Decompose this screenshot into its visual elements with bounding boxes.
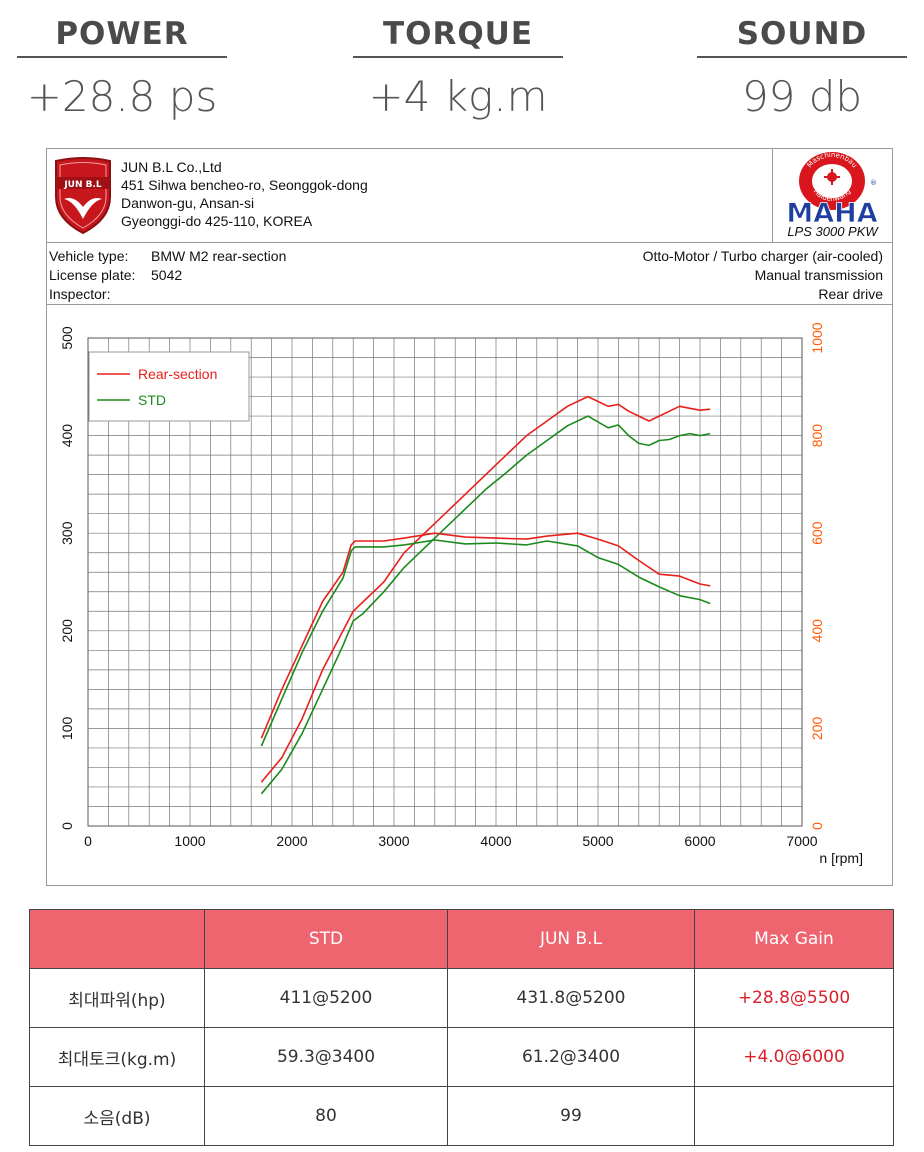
torque-stat: TORQUE +4 kg.m: [353, 0, 563, 121]
sound-stat: SOUND 99 db: [697, 0, 907, 121]
y-right-tick-label: 0: [809, 822, 825, 830]
sound-value: 99 db: [741, 72, 863, 121]
row-label: 소음(dB): [29, 1086, 205, 1146]
power-stat: POWER +28.8 ps: [17, 0, 227, 121]
vehicle-type-value: BMW M2 rear-section: [151, 248, 287, 264]
table-header-row: STD JUN B.L Max Gain: [29, 909, 894, 969]
header-max-gain: Max Gain: [694, 909, 894, 969]
maha-logo-box: Maschinenbau Haldenwang MAHA ® LPS 3000 …: [772, 149, 892, 242]
y-right-tick-label: 1000: [809, 322, 825, 353]
dyno-chart: 0 1000 2000 3000 4000 5000 6000 700001002003004…: [59, 322, 863, 866]
junbl-shield-logo: JUN B.L: [55, 157, 111, 235]
logo-text: JUN B.L: [63, 180, 102, 190]
power-value: +28.8 ps: [26, 72, 218, 121]
x-tick-label: 3000: [378, 833, 409, 849]
x-tick-label: 5000: [582, 833, 613, 849]
engine-type: Otto-Motor / Turbo charger (air-cooled): [642, 248, 883, 264]
x-tick-label: 7000: [786, 833, 817, 849]
legend-label: Rear-section: [138, 366, 217, 382]
series-line-torque-rear-section: [260, 532, 711, 739]
address-line: Gyeonggi-do 425-110, KOREA: [121, 213, 313, 229]
series-line-power-std: [260, 415, 711, 795]
address-line: 451 Sihwa bencheo-ro, Seonggok-dong: [121, 177, 368, 193]
y-left-tick-label: 300: [59, 521, 75, 545]
y-left-tick-label: 200: [59, 619, 75, 643]
address-line: JUN B.L Co.,Ltd: [121, 159, 222, 175]
x-tick-label: 6000: [684, 833, 715, 849]
torque-label: TORQUE: [353, 0, 563, 58]
address-line: Danwon-gu, Ansan-si: [121, 195, 255, 211]
gear-icon: [824, 169, 840, 185]
table-row: 소음(dB) 80 99: [29, 1086, 894, 1146]
y-left-tick-label: 0: [59, 822, 75, 830]
dyno-report: JUN B.L JUN B.L Co.,Ltd 451 Sihwa benche…: [46, 148, 893, 886]
row-label: 최대파워(hp): [29, 968, 205, 1028]
gain-value: +4.0@6000: [694, 1027, 894, 1087]
x-axis-label: n [rpm]: [819, 850, 863, 866]
series-line-power-rear-section: [260, 395, 711, 783]
y-right-tick-label: 600: [809, 521, 825, 545]
company-address: JUN B.L Co.,Ltd 451 Sihwa bencheo-ro, Se…: [121, 158, 368, 230]
inspector-label: Inspector:: [49, 286, 111, 302]
gain-value: [694, 1086, 894, 1146]
torque-value: +4 kg.m: [368, 72, 548, 121]
report-header: JUN B.L JUN B.L Co.,Ltd 451 Sihwa benche…: [47, 149, 892, 243]
y-right-tick-label: 400: [809, 619, 825, 643]
license-value: 5042: [151, 267, 183, 283]
header-junbl: JUN B.L: [447, 909, 695, 969]
x-tick-label: 4000: [480, 833, 511, 849]
series-line-torque-std: [260, 539, 711, 747]
vehicle-type-label: Vehicle type:: [49, 248, 129, 264]
std-value: 411@5200: [204, 968, 448, 1028]
y-left-tick-label: 100: [59, 717, 75, 741]
header-empty: [29, 909, 205, 969]
legend-box: [88, 351, 250, 422]
gain-value: +28.8@5500: [694, 968, 894, 1028]
vehicle-info: Vehicle type: BMW M2 rear-section Licens…: [47, 242, 892, 305]
x-tick-label: 1000: [174, 833, 205, 849]
x-tick-label: 2000: [276, 833, 307, 849]
maha-model: LPS 3000 PKW: [787, 224, 878, 239]
drive-type: Rear drive: [818, 286, 883, 302]
table-row: 최대토크(kg.m) 59.3@3400 61.2@3400 +4.0@6000: [29, 1027, 894, 1087]
license-label: License plate:: [49, 267, 136, 283]
table-row: 최대파워(hp) 411@5200 431.8@5200 +28.8@5500: [29, 968, 894, 1028]
svg-text:®: ®: [870, 179, 877, 187]
maha-wordmark: MAHA: [786, 198, 877, 227]
junbl-value: 61.2@3400: [447, 1027, 695, 1087]
transmission: Manual transmission: [754, 267, 883, 283]
std-value: 80: [204, 1086, 448, 1146]
legend-label: STD: [138, 392, 166, 408]
maha-logo: Maschinenbau Haldenwang MAHA ®: [786, 151, 878, 227]
y-left-tick-label: 400: [59, 424, 75, 448]
junbl-value: 99: [447, 1086, 695, 1146]
std-value: 59.3@3400: [204, 1027, 448, 1087]
row-label: 최대토크(kg.m): [29, 1027, 205, 1087]
sound-label: SOUND: [697, 0, 907, 58]
y-right-tick-label: 800: [809, 424, 825, 448]
x-tick-label: 0: [84, 833, 92, 849]
power-label: POWER: [17, 0, 227, 58]
header-std: STD: [204, 909, 448, 969]
y-right-tick-label: 200: [809, 717, 825, 741]
junbl-value: 431.8@5200: [447, 968, 695, 1028]
y-left-tick-label: 500: [59, 326, 75, 350]
summary-table: STD JUN B.L Max Gain 최대파워(hp) 411@5200 4…: [29, 909, 894, 1146]
